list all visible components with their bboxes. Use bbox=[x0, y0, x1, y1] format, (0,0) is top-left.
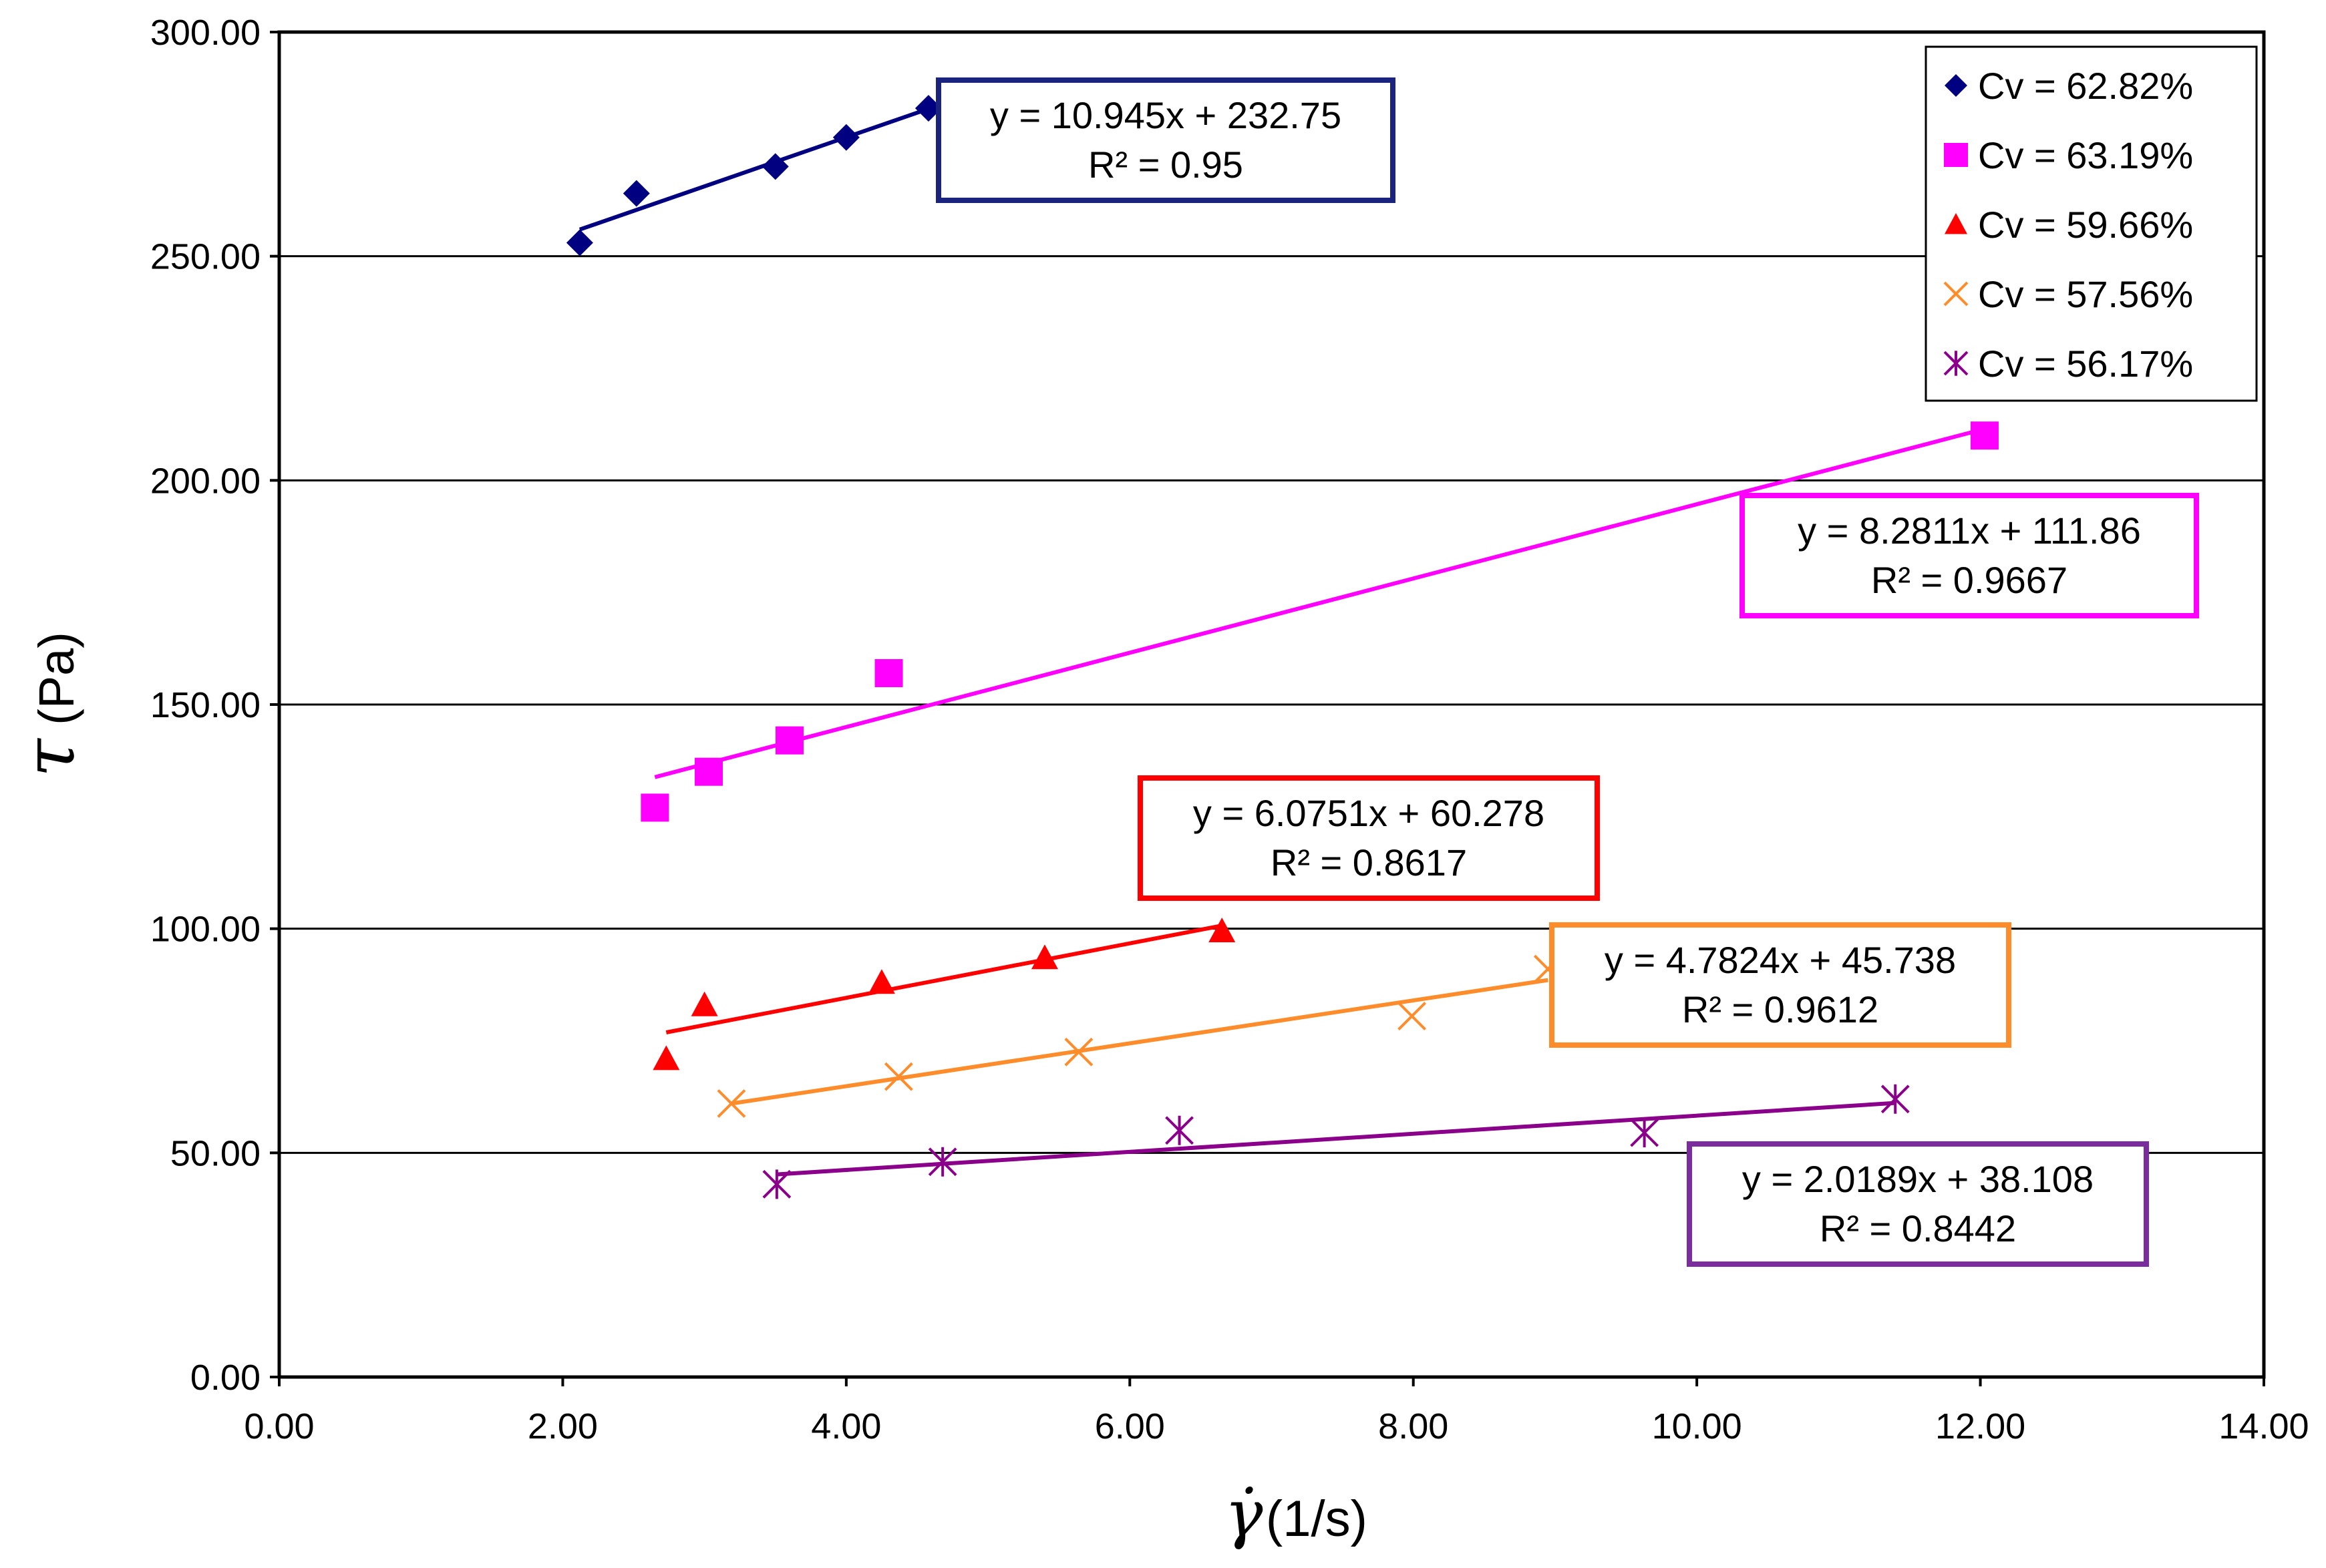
trendlines bbox=[578, 107, 1985, 1177]
point-series-0-2 bbox=[762, 153, 789, 180]
y-tick-label-3: 150.00 bbox=[150, 685, 261, 725]
equation-box-frame bbox=[1138, 775, 1600, 901]
legend-label-4: Cv = 56.17% bbox=[1978, 343, 2193, 385]
trendline-equation: y = 6.0751x + 60.278 bbox=[1193, 792, 1544, 834]
legend-entry-2: Cv = 59.66% bbox=[1945, 204, 2193, 246]
legend-frame bbox=[1925, 45, 2258, 402]
point-series-1-2 bbox=[775, 726, 804, 755]
point-series-0-4 bbox=[915, 95, 942, 122]
point-series-4-3 bbox=[1630, 1118, 1659, 1148]
equation-box-frame bbox=[1549, 922, 2011, 1048]
x-tick-label-0: 0.00 bbox=[244, 1406, 314, 1446]
trendline-series-2 bbox=[665, 924, 1222, 1034]
equation-box-series-3: y = 4.7824x + 45.738 R² = 0.9612 bbox=[1549, 922, 2011, 1048]
y-axis-title: τ (Pa) bbox=[9, 632, 90, 777]
y-tick-label-6: 300.00 bbox=[150, 13, 261, 53]
equation-boxes: y = 10.945x + 232.75 R² = 0.95 y = 8.2811x… bbox=[936, 77, 2199, 1267]
x-tick-label-4: 8.00 bbox=[1378, 1406, 1448, 1446]
point-series-3-1 bbox=[884, 1062, 913, 1091]
legend-label-2: Cv = 59.66% bbox=[1978, 204, 2193, 246]
point-series-2-4 bbox=[1208, 918, 1236, 943]
legend-label-3: Cv = 57.56% bbox=[1978, 273, 2193, 315]
y-tick-label-2: 100.00 bbox=[150, 910, 261, 950]
legend-marker-4 bbox=[1943, 351, 1969, 376]
y-axis-unit: (Pa) bbox=[29, 632, 84, 725]
equation-box-series-4: y = 2.0189x + 38.108 R² = 0.8442 bbox=[1687, 1141, 2149, 1267]
legend-marker-3 bbox=[1943, 281, 1969, 307]
point-series-0-1 bbox=[623, 180, 650, 207]
trendline-equation: y = 8.2811x + 111.86 bbox=[1798, 510, 2141, 552]
x-axis-title: γ̇ (1/s) bbox=[1224, 1477, 1367, 1551]
equation-box-frame bbox=[936, 77, 1395, 203]
point-series-2-3 bbox=[1031, 944, 1058, 970]
equation-box-series-1: y = 8.2811x + 111.86 R² = 0.9667 bbox=[1739, 493, 2199, 618]
point-series-4-0 bbox=[762, 1169, 792, 1199]
point-series-4-4 bbox=[1880, 1084, 1910, 1114]
equation-box-series-0: y = 10.945x + 232.75 R² = 0.95 bbox=[936, 77, 1395, 203]
legend-entry-3: Cv = 57.56% bbox=[1943, 273, 2193, 315]
legend-label-0: Cv = 62.82% bbox=[1978, 65, 2193, 107]
point-series-1-4 bbox=[1970, 421, 1999, 450]
trendline-r-squared: R² = 0.8617 bbox=[1271, 841, 1467, 884]
point-series-2-2 bbox=[868, 969, 895, 994]
x-axis-symbol: γ̇ bbox=[1224, 1477, 1263, 1551]
legend-marker-0 bbox=[1945, 74, 1967, 97]
trendline-r-squared: R² = 0.9612 bbox=[1682, 988, 1878, 1030]
legend: Cv = 62.82% Cv = 63.19% Cv = 59.66% Cv = 57… bbox=[1925, 45, 2258, 402]
point-series-3-3 bbox=[1397, 1002, 1427, 1030]
x-tick-label-1: 2.00 bbox=[528, 1406, 598, 1446]
equation-box-frame bbox=[1739, 493, 2199, 618]
x-tick-label-3: 6.00 bbox=[1095, 1406, 1165, 1446]
trendline-series-4 bbox=[776, 1101, 1896, 1177]
point-series-2-1 bbox=[691, 991, 718, 1016]
x-tick-label-7: 14.00 bbox=[2218, 1406, 2309, 1446]
point-series-2-0 bbox=[653, 1045, 680, 1070]
point-series-0-3 bbox=[832, 124, 860, 151]
trendline-r-squared: R² = 0.8442 bbox=[1820, 1207, 2016, 1249]
trendline-r-squared: R² = 0.9667 bbox=[1871, 559, 2067, 601]
point-series-4-1 bbox=[928, 1147, 957, 1177]
trendline-equation: y = 10.945x + 232.75 bbox=[990, 94, 1341, 136]
legend-marker-2 bbox=[1945, 213, 1967, 234]
trendline-r-squared: R² = 0.95 bbox=[1088, 144, 1243, 186]
y-axis-ticks: 0.00 50.00 100.00 150.00 200.00 250.00 300.00 bbox=[150, 13, 279, 1398]
x-tick-label-2: 4.00 bbox=[811, 1406, 881, 1446]
y-tick-label-4: 200.00 bbox=[150, 461, 261, 501]
trendline-equation: y = 4.7824x + 45.738 bbox=[1605, 939, 1956, 981]
x-axis-unit: (1/s) bbox=[1266, 1491, 1367, 1547]
point-series-3-0 bbox=[717, 1089, 746, 1118]
x-tick-label-5: 10.00 bbox=[1652, 1406, 1742, 1446]
point-series-4-2 bbox=[1165, 1115, 1194, 1145]
point-series-0-0 bbox=[566, 229, 593, 256]
data-markers bbox=[566, 95, 1999, 1199]
x-axis-ticks: 0.00 2.00 4.00 6.00 8.00 10.00 12.00 14.00 bbox=[244, 1377, 2309, 1446]
y-tick-label-1: 50.00 bbox=[170, 1133, 261, 1173]
x-tick-label-6: 12.00 bbox=[1935, 1406, 2025, 1446]
equation-box-series-2: y = 6.0751x + 60.278 R² = 0.8617 bbox=[1138, 775, 1600, 901]
trendline-series-1 bbox=[654, 427, 1985, 779]
y-tick-label-0: 0.00 bbox=[190, 1358, 261, 1398]
point-series-3-2 bbox=[1064, 1037, 1094, 1066]
y-axis-symbol: τ bbox=[9, 738, 90, 777]
legend-marker-1 bbox=[1944, 143, 1968, 167]
point-series-1-3 bbox=[874, 659, 903, 688]
trendline-series-0 bbox=[578, 107, 929, 232]
legend-entry-4: Cv = 56.17% bbox=[1943, 343, 2193, 385]
legend-entry-1: Cv = 63.19% bbox=[1944, 134, 2193, 176]
legend-label-1: Cv = 63.19% bbox=[1978, 134, 2193, 176]
equation-box-frame bbox=[1687, 1141, 2149, 1267]
trendline-series-3 bbox=[731, 978, 1548, 1106]
point-series-1-1 bbox=[695, 757, 723, 786]
y-tick-label-5: 250.00 bbox=[150, 237, 261, 277]
legend-entry-0: Cv = 62.82% bbox=[1945, 65, 2193, 107]
trendline-equation: y = 2.0189x + 38.108 bbox=[1742, 1158, 2094, 1200]
point-series-1-0 bbox=[641, 793, 669, 822]
